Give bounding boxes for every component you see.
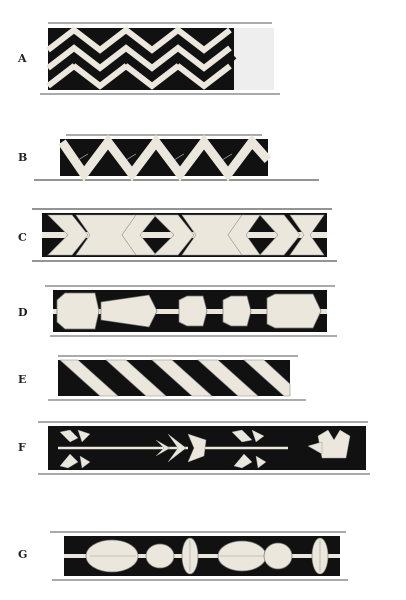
band-label-c: C xyxy=(18,231,27,244)
band-a xyxy=(40,22,280,95)
band-label-a: A xyxy=(18,52,27,65)
band-label-d: D xyxy=(18,306,28,319)
band-label-b: B xyxy=(18,151,28,164)
band-label-e: E xyxy=(18,373,27,386)
band-f xyxy=(38,421,370,475)
band-e xyxy=(48,355,306,401)
band-g xyxy=(50,531,348,581)
band-label-f: F xyxy=(18,441,26,454)
band-b xyxy=(34,134,319,182)
band-label-g: G xyxy=(18,548,28,561)
band-c xyxy=(32,208,337,262)
band-d xyxy=(45,285,337,337)
